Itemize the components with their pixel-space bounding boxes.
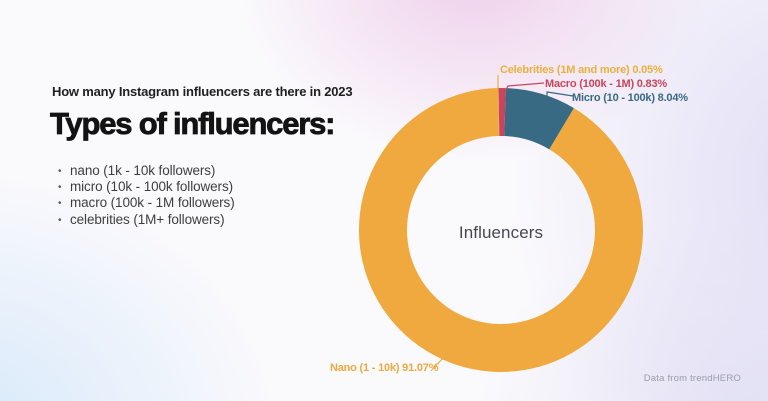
donut-slice-celebrities[interactable] <box>498 88 500 137</box>
page-heading: How many Instagram influencers are there… <box>52 84 353 99</box>
list-item-celebrities: celebrities (1M+ followers) <box>58 212 235 228</box>
slice-label-macro: Macro (100k - 1M) 0.83% <box>545 78 667 90</box>
donut-slice-micro[interactable] <box>504 88 574 150</box>
leader-line-micro <box>546 91 574 101</box>
donut-slice-macro[interactable] <box>498 87 506 137</box>
donut-slice-nano[interactable] <box>358 88 643 372</box>
slice-label-nano: Nano (1 - 10k) 91.07% <box>330 362 439 374</box>
page-title: Types of influencers: <box>50 106 336 142</box>
list-item-micro: micro (10k - 100k followers) <box>58 179 235 195</box>
source-credit: Data from trendHERO <box>643 373 741 384</box>
chart-center-label: Influencers <box>458 223 544 242</box>
slice-label-micro: Micro (10 - 100k) 8.04% <box>572 92 688 104</box>
influencer-type-list: nano (1k - 10k followers) micro (10k - 1… <box>58 163 235 228</box>
list-item-nano: nano (1k - 10k followers) <box>58 163 235 179</box>
slice-label-celebrities: Celebrities (1M and more) 0.05% <box>500 64 663 76</box>
leader-line-nano <box>432 358 472 370</box>
leader-line-macro <box>503 82 545 94</box>
list-item-macro: macro (100k - 1M followers) <box>58 195 235 211</box>
